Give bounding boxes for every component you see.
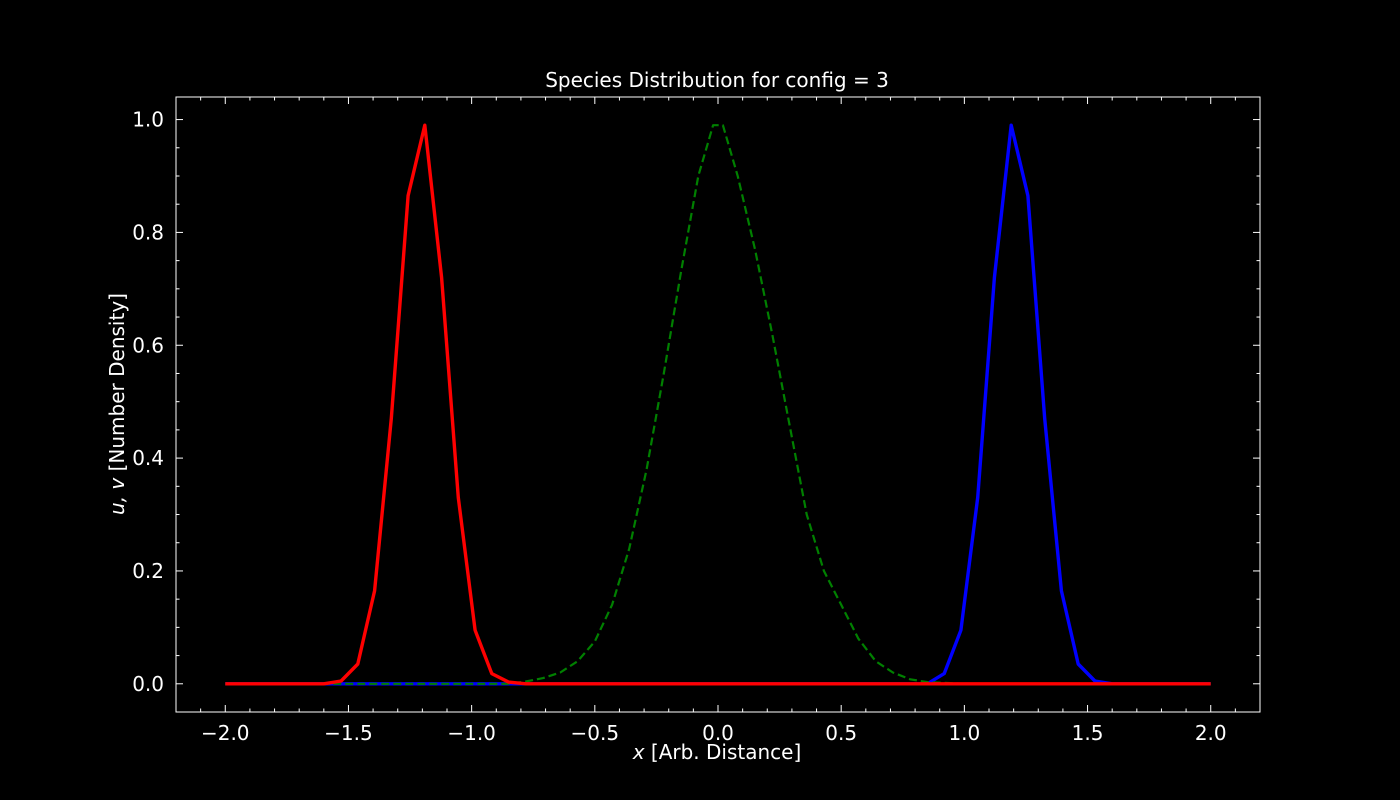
x-axis-variable: x xyxy=(632,740,645,764)
series-line-2 xyxy=(225,123,1211,686)
plot-area xyxy=(175,96,1261,713)
chart-title: Species Distribution for config = 3 xyxy=(545,68,889,92)
x-tick-label: 0.0 xyxy=(702,721,734,745)
y-tick-labels: 0.0 0.2 0.4 0.6 0.8 1.0 xyxy=(132,108,164,696)
y-tick-label: 0.4 xyxy=(132,446,164,470)
y-tick-label: 0.0 xyxy=(132,672,164,696)
x-tick-label: 0.5 xyxy=(825,721,857,745)
ticks-layer xyxy=(175,97,1261,713)
y-tick-label: 0.2 xyxy=(132,559,164,583)
x-tick-label: 2.0 xyxy=(1195,721,1227,745)
y-tick-label: 1.0 xyxy=(132,108,164,132)
y-axis-label: u, v [Number Density] xyxy=(105,293,129,515)
y-axis-unit: [Number Density] xyxy=(105,293,129,478)
series-layer xyxy=(225,123,1211,686)
x-tick-label: −1.0 xyxy=(447,721,496,745)
y-tick-label: 0.8 xyxy=(132,220,164,244)
x-tick-label: 1.0 xyxy=(948,721,980,745)
series-line-0 xyxy=(225,123,1211,686)
series-line-1 xyxy=(225,124,1211,685)
y-axis-variable: u, v xyxy=(105,477,129,515)
x-tick-label: 1.5 xyxy=(1072,721,1104,745)
y-tick-label: 0.6 xyxy=(132,333,164,357)
x-axis-unit: [Arb. Distance] xyxy=(645,740,802,764)
x-tick-label: −2.0 xyxy=(201,721,250,745)
x-tick-label: −0.5 xyxy=(571,721,620,745)
x-tick-labels: −2.0 −1.5 −1.0 −0.5 0.0 0.5 1.0 1.5 2.0 xyxy=(201,721,1227,745)
x-axis-label: x [Arb. Distance] xyxy=(632,740,802,764)
x-tick-label: −1.5 xyxy=(324,721,373,745)
